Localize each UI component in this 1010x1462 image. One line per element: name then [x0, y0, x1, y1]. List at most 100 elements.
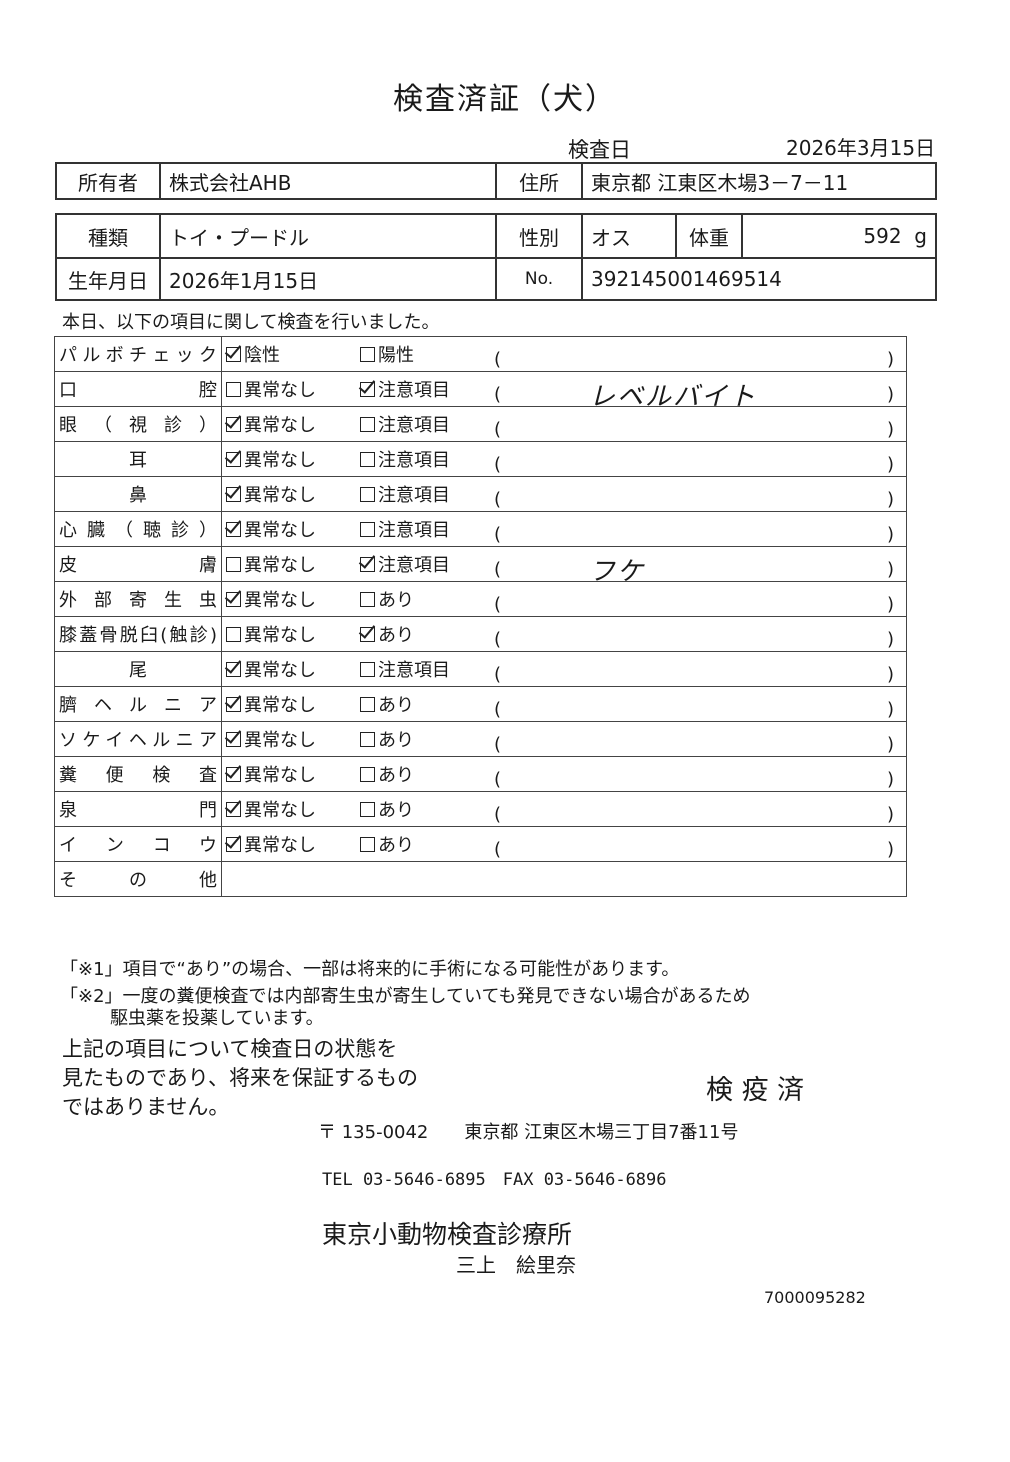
- option-2[interactable]: あり: [360, 796, 494, 822]
- item-label: 鼻: [54, 476, 222, 512]
- checkbox-icon[interactable]: [360, 767, 375, 782]
- quarantine-stamp: 検 疫 済: [706, 1075, 805, 1106]
- option-2[interactable]: 注意項目: [360, 411, 494, 437]
- checkbox-icon[interactable]: [360, 522, 375, 537]
- checkbox-icon[interactable]: [226, 592, 241, 607]
- inspection-table: パルボチェック 陰性 陽性() 口腔 異常なし 注意項目(レベルバイト) 眼（視診）…: [54, 336, 907, 897]
- checkbox-icon[interactable]: [360, 417, 375, 432]
- checkbox-icon[interactable]: [226, 837, 241, 852]
- option-1[interactable]: 異常なし: [226, 516, 360, 542]
- checkbox-icon[interactable]: [226, 802, 241, 817]
- disclaimer-line: 上記の項目について検査日の状態を: [62, 1037, 398, 1061]
- option-2[interactable]: あり: [360, 586, 494, 612]
- checkbox-icon[interactable]: [226, 382, 241, 397]
- option-1[interactable]: 異常なし: [226, 586, 360, 612]
- pet-table: 種類 トイ・プードル 性別 オス 体重 592 g 生年月日 2026年1月15…: [55, 213, 937, 301]
- option-1[interactable]: 異常なし: [226, 691, 360, 717]
- clinic-address: 〒 135-0042 東京都 江東区木場三丁目7番11号: [318, 1122, 739, 1143]
- checkbox-icon[interactable]: [226, 662, 241, 677]
- option-2[interactable]: 注意項目: [360, 376, 494, 402]
- number-label: No.: [495, 257, 583, 301]
- checkbox-icon[interactable]: [226, 697, 241, 712]
- option-1[interactable]: 異常なし: [226, 761, 360, 787]
- checkbox-icon[interactable]: [226, 417, 241, 432]
- item-label: 糞便検査: [54, 756, 222, 792]
- checkbox-icon[interactable]: [360, 627, 375, 642]
- checkbox-icon[interactable]: [360, 732, 375, 747]
- item-label: パルボチェック: [54, 336, 222, 372]
- item-label: 眼（視診）: [54, 406, 222, 442]
- option-2[interactable]: 注意項目: [360, 551, 494, 577]
- owner-label: 所有者: [55, 162, 161, 200]
- inspection-row: 口腔 異常なし 注意項目(レベルバイト): [54, 371, 907, 412]
- checkbox-icon[interactable]: [226, 487, 241, 502]
- option-1[interactable]: 異常なし: [226, 481, 360, 507]
- option-2[interactable]: 注意項目: [360, 446, 494, 472]
- option-2[interactable]: 注意項目: [360, 481, 494, 507]
- option-2[interactable]: 注意項目: [360, 516, 494, 542]
- checkbox-icon[interactable]: [360, 662, 375, 677]
- checkbox-icon[interactable]: [360, 837, 375, 852]
- checkbox-icon[interactable]: [360, 802, 375, 817]
- checkbox-icon[interactable]: [226, 732, 241, 747]
- checkbox-icon[interactable]: [360, 452, 375, 467]
- checkbox-icon[interactable]: [226, 452, 241, 467]
- checkbox-icon[interactable]: [226, 767, 241, 782]
- checkbox-icon[interactable]: [360, 697, 375, 712]
- option-1[interactable]: 異常なし: [226, 726, 360, 752]
- inspection-row: 鼻 異常なし 注意項目(): [54, 476, 907, 512]
- intro-text: 本日、以下の項目に関して検査を行いました。: [62, 312, 440, 333]
- checkbox-icon[interactable]: [360, 592, 375, 607]
- checkbox-icon[interactable]: [360, 487, 375, 502]
- checkbox-icon[interactable]: [226, 627, 241, 642]
- option-1[interactable]: 異常なし: [226, 446, 360, 472]
- owner-value: 株式会社AHB: [159, 162, 497, 200]
- inspection-row: 心臓（聴診） 異常なし 注意項目(): [54, 511, 907, 547]
- checkbox-icon[interactable]: [360, 557, 375, 572]
- checkbox-icon[interactable]: [226, 557, 241, 572]
- weight-value: 592: [863, 224, 902, 248]
- checkbox-icon[interactable]: [226, 522, 241, 537]
- item-label: 口腔: [54, 371, 222, 407]
- document-number: 7000095282: [764, 1288, 866, 1307]
- inspection-row: 泉門 異常なし あり(): [54, 791, 907, 827]
- option-2[interactable]: あり: [360, 726, 494, 752]
- checkbox-icon[interactable]: [360, 347, 375, 362]
- exam-date-value: 2026年3月15日: [786, 136, 936, 160]
- other-field[interactable]: [221, 861, 907, 897]
- option-2[interactable]: あり: [360, 761, 494, 787]
- breed-value: トイ・プードル: [159, 213, 497, 259]
- option-2[interactable]: 陽性: [360, 341, 494, 367]
- option-2[interactable]: あり: [360, 691, 494, 717]
- item-label: ソケイヘルニア: [54, 721, 222, 757]
- option-1[interactable]: 異常なし: [226, 621, 360, 647]
- footnote-2: 「※2」一度の糞便検査では内部寄生虫が寄生していても発見できない場合があるため: [60, 986, 751, 1007]
- vet-name: 三上 絵里奈: [456, 1253, 576, 1277]
- sex-value: オス: [581, 213, 677, 259]
- option-1[interactable]: 異常なし: [226, 551, 360, 577]
- inspection-row: パルボチェック 陰性 陽性(): [54, 336, 907, 372]
- option-2[interactable]: 注意項目: [360, 656, 494, 682]
- checkbox-icon[interactable]: [226, 347, 241, 362]
- footnote-1: 「※1」項目で“あり”の場合、一部は将来的に手術になる可能性があります。: [60, 959, 680, 980]
- checkbox-icon[interactable]: [360, 382, 375, 397]
- option-1[interactable]: 異常なし: [226, 796, 360, 822]
- item-label: その他: [54, 861, 222, 897]
- option-1[interactable]: 異常なし: [226, 411, 360, 437]
- item-label: 耳: [54, 441, 222, 477]
- item-label: 泉門: [54, 791, 222, 827]
- option-2[interactable]: あり: [360, 621, 494, 647]
- option-1[interactable]: 異常なし: [226, 376, 360, 402]
- option-1[interactable]: 異常なし: [226, 656, 360, 682]
- option-1[interactable]: 異常なし: [226, 831, 360, 857]
- option-2[interactable]: あり: [360, 831, 494, 857]
- item-label: 尾: [54, 651, 222, 687]
- item-label: 外部寄生虫: [54, 581, 222, 617]
- birth-label: 生年月日: [55, 257, 161, 301]
- option-1[interactable]: 陰性: [226, 341, 360, 367]
- item-label: インコウ: [54, 826, 222, 862]
